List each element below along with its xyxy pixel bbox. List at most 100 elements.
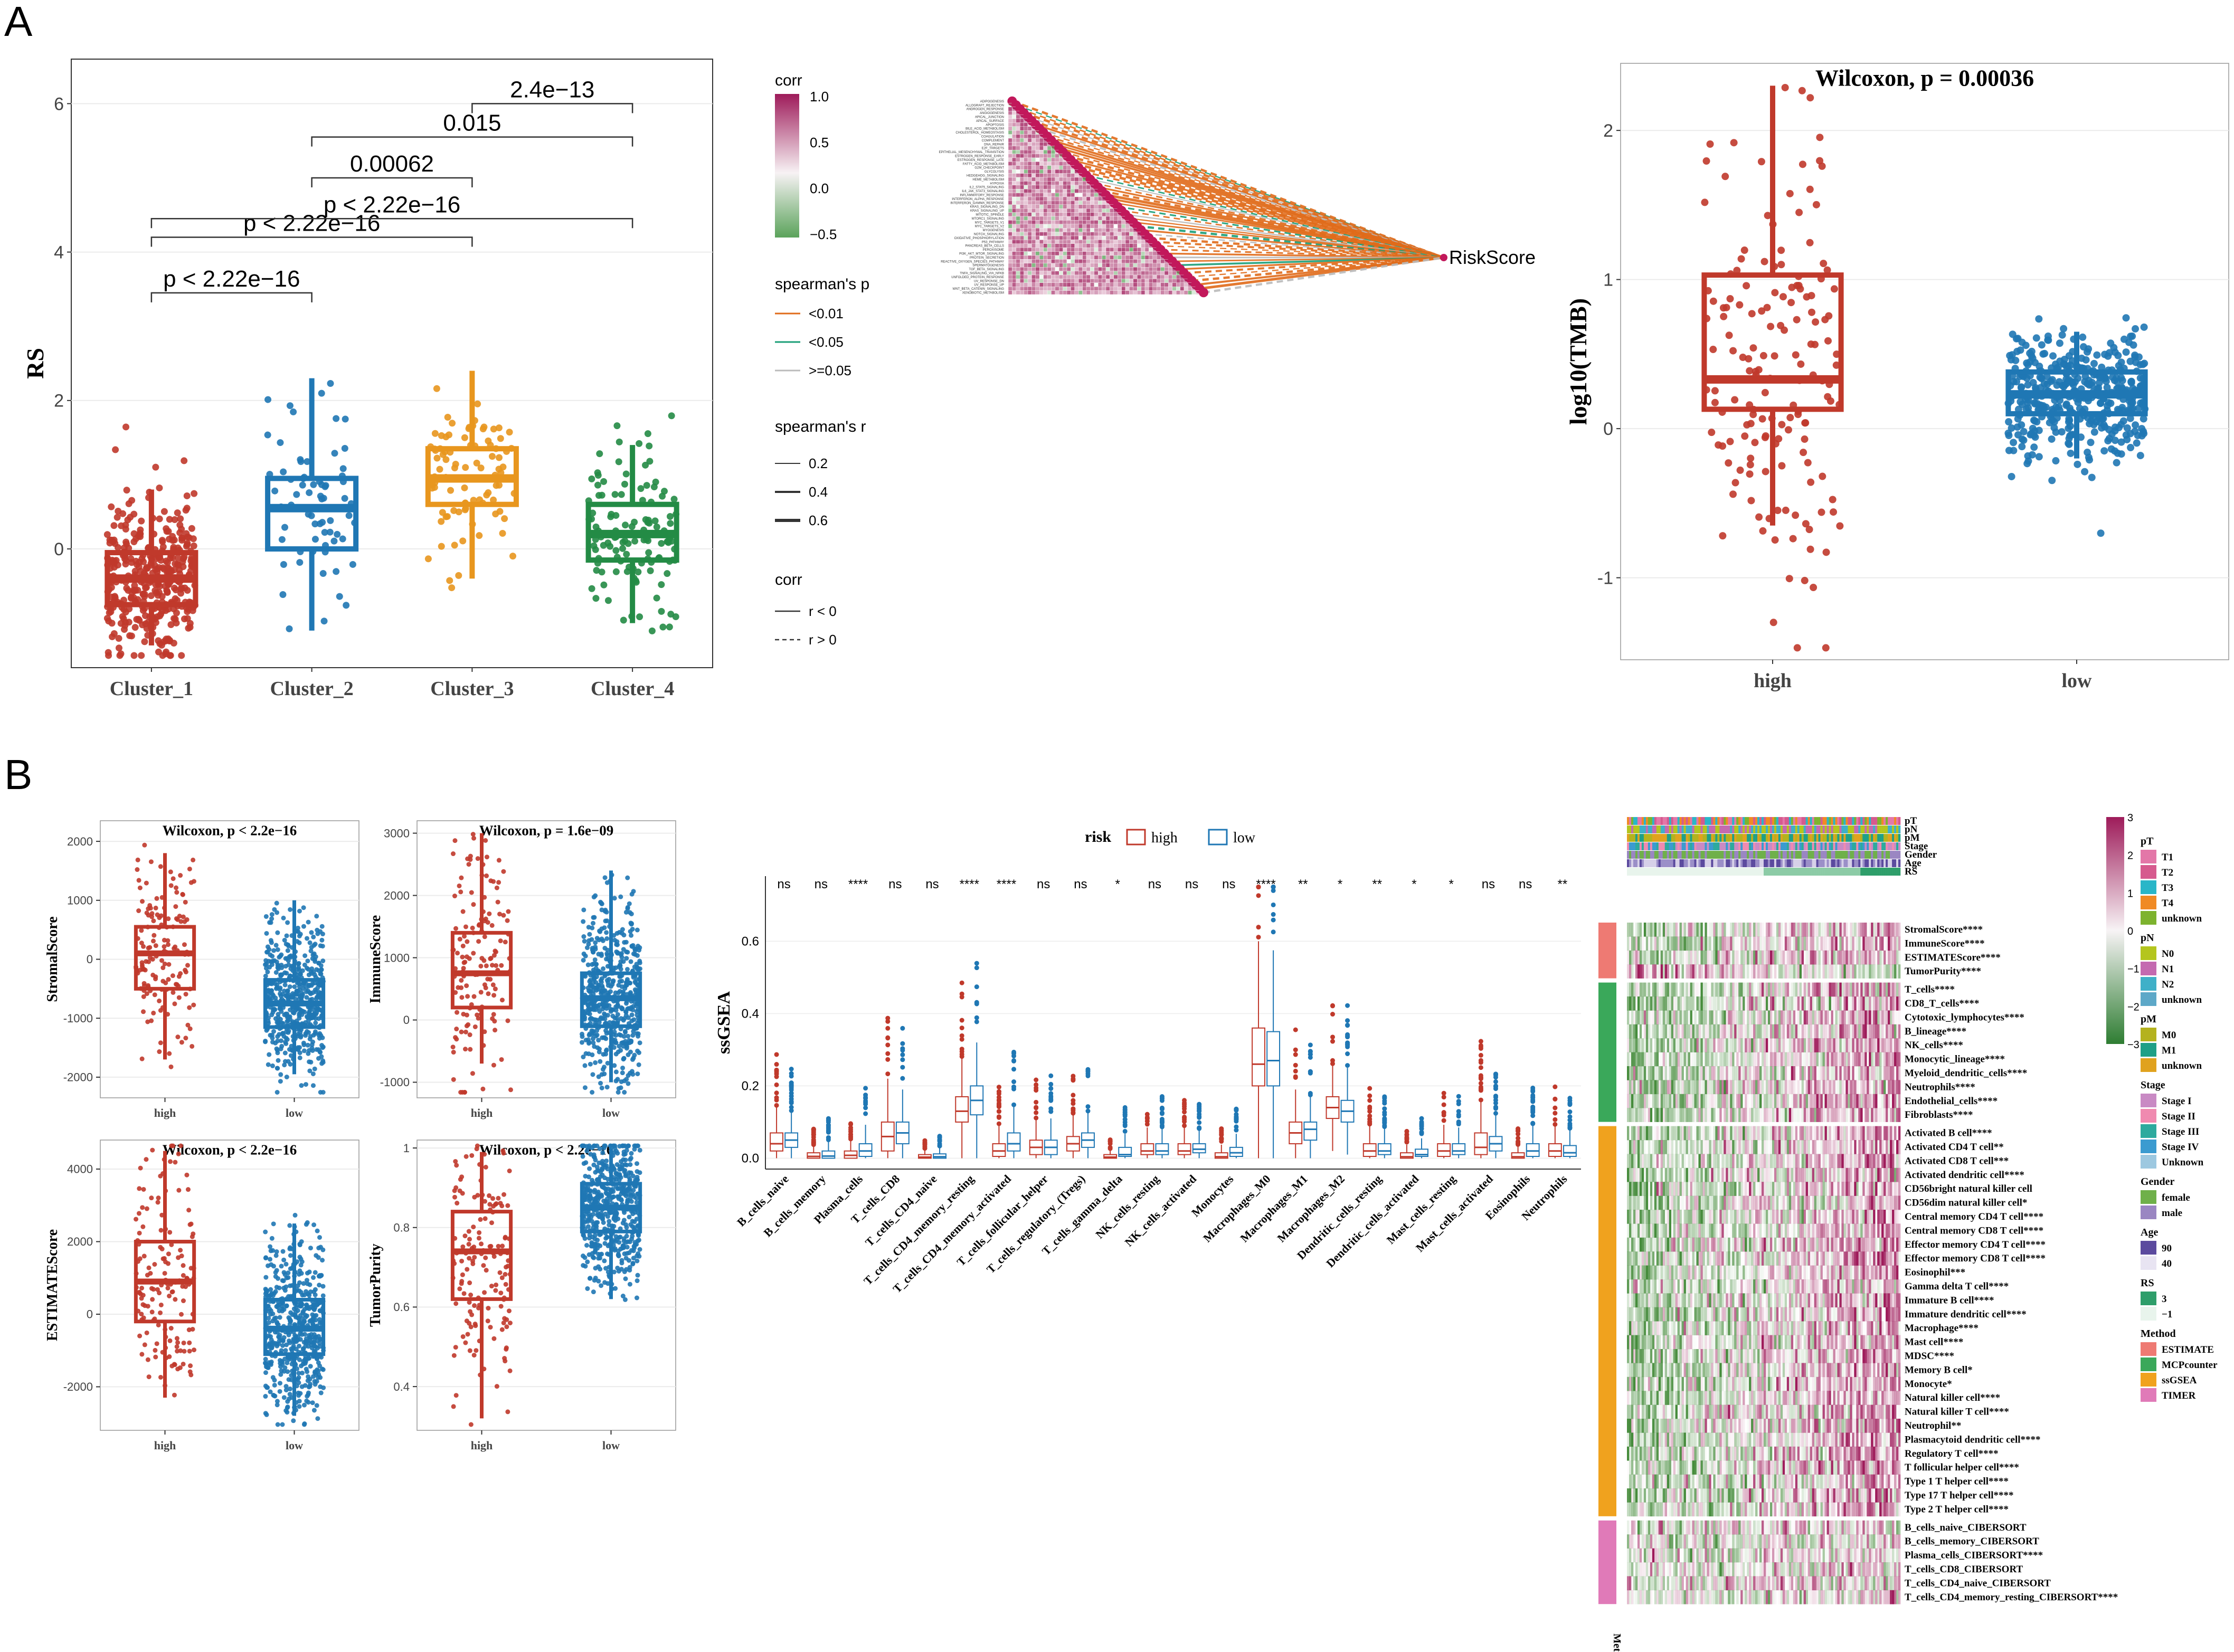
data-point	[2018, 435, 2026, 443]
heatmap-cell	[1008, 146, 1012, 150]
heatmap-cell	[1019, 232, 1024, 236]
heatmap-cell	[1144, 290, 1149, 295]
heatmap-cell	[1043, 274, 1048, 279]
data-point	[624, 1001, 629, 1006]
data-point	[313, 1270, 318, 1275]
heatmap-cell	[1016, 282, 1020, 287]
data-point	[183, 530, 190, 537]
data-point	[490, 1016, 495, 1021]
heatmap-cell	[1008, 267, 1012, 271]
data-point	[280, 468, 287, 476]
heatmap-cell	[1121, 224, 1126, 229]
x-tick-label: Cluster_2	[270, 678, 353, 700]
data-point	[283, 1039, 288, 1045]
data-point	[334, 530, 341, 538]
data-point	[594, 985, 599, 990]
heatmap-cell	[1094, 228, 1099, 232]
heatmap-cell	[1027, 259, 1032, 263]
data-point	[2122, 348, 2130, 356]
heatmap-cell	[1105, 208, 1110, 213]
data-point	[644, 430, 651, 438]
data-point	[156, 484, 163, 491]
data-point	[615, 1012, 620, 1017]
heatmap-cell	[1051, 165, 1056, 170]
heatmap-cell	[1117, 228, 1122, 232]
data-point	[178, 1312, 184, 1317]
heatmap-cell	[1129, 274, 1133, 279]
y-tick-label: -1000	[380, 1076, 410, 1089]
data-point	[2136, 452, 2144, 460]
data-point	[141, 1315, 146, 1321]
data-point	[2028, 451, 2036, 459]
data-point	[633, 1003, 639, 1009]
heatmap-cell	[1129, 267, 1133, 271]
data-point	[155, 912, 160, 917]
heatmap-cell	[1035, 196, 1040, 201]
data-point	[613, 1069, 619, 1075]
heatmap-cell	[1180, 290, 1185, 295]
data-point	[496, 508, 504, 515]
heatmap-cell	[1105, 267, 1110, 271]
data-point	[307, 1068, 313, 1074]
heatmap-cell	[1094, 248, 1099, 252]
heatmap-cell	[1105, 220, 1110, 224]
p-value-label: 0.00062	[350, 151, 434, 177]
data-point	[131, 624, 139, 631]
data-point	[290, 408, 297, 415]
heatmap-cell	[1047, 165, 1052, 170]
data-point	[631, 537, 639, 545]
data-point	[345, 512, 353, 519]
heatmap-cell	[1055, 189, 1059, 193]
data-point	[271, 948, 277, 953]
data-point	[615, 458, 622, 466]
heatmap-cell	[1121, 263, 1126, 268]
heatmap-cell	[1012, 169, 1017, 174]
data-point	[2115, 424, 2123, 432]
heatmap-cell	[1012, 263, 1017, 268]
heatmap-cell	[1191, 290, 1196, 295]
heatmap-cell	[1082, 274, 1087, 279]
data-point	[155, 564, 163, 571]
data-point	[277, 1315, 282, 1320]
data-point	[271, 1007, 276, 1012]
chart-title: Wilcoxon, p = 0.00036	[1815, 65, 2034, 91]
data-point	[135, 615, 142, 623]
data-point	[270, 954, 275, 959]
data-point	[629, 1005, 634, 1010]
heatmap-cell	[1121, 267, 1126, 271]
data-point	[176, 1188, 182, 1193]
data-point	[590, 1090, 595, 1095]
data-point	[467, 1280, 472, 1286]
heatmap-cell	[1019, 251, 1024, 256]
data-point	[598, 929, 603, 934]
heatmap-cell	[1125, 251, 1130, 256]
data-point	[269, 1337, 274, 1343]
heatmap-cell	[1094, 271, 1099, 276]
heatmap-cell	[1039, 189, 1044, 193]
data-point	[139, 928, 144, 933]
heatmap-cell	[1058, 279, 1063, 283]
data-point	[169, 554, 176, 562]
data-point	[298, 1289, 304, 1295]
data-point	[317, 1007, 323, 1012]
data-point	[602, 1011, 607, 1017]
heatmap-cell	[1012, 181, 1017, 185]
data-point	[311, 1222, 317, 1228]
heatmap-cell	[1082, 287, 1087, 291]
data-point	[2022, 341, 2030, 349]
data-point	[314, 1302, 319, 1307]
heatmap-cell	[1078, 232, 1083, 236]
data-point	[153, 1354, 158, 1360]
heatmap-cell	[1035, 228, 1040, 232]
heatmap-cell	[1039, 235, 1044, 240]
heatmap-cell	[1086, 189, 1091, 193]
heatmap-cell	[1117, 220, 1122, 224]
y-tick-label: -2000	[63, 1071, 93, 1084]
heatmap-cell	[1172, 274, 1177, 279]
heatmap-cell	[1074, 235, 1079, 240]
data-point	[1816, 157, 1824, 165]
data-point	[299, 1259, 305, 1265]
data-point	[137, 1186, 142, 1191]
heatmap-cell	[1184, 287, 1188, 291]
heatmap-cell	[1039, 142, 1044, 146]
